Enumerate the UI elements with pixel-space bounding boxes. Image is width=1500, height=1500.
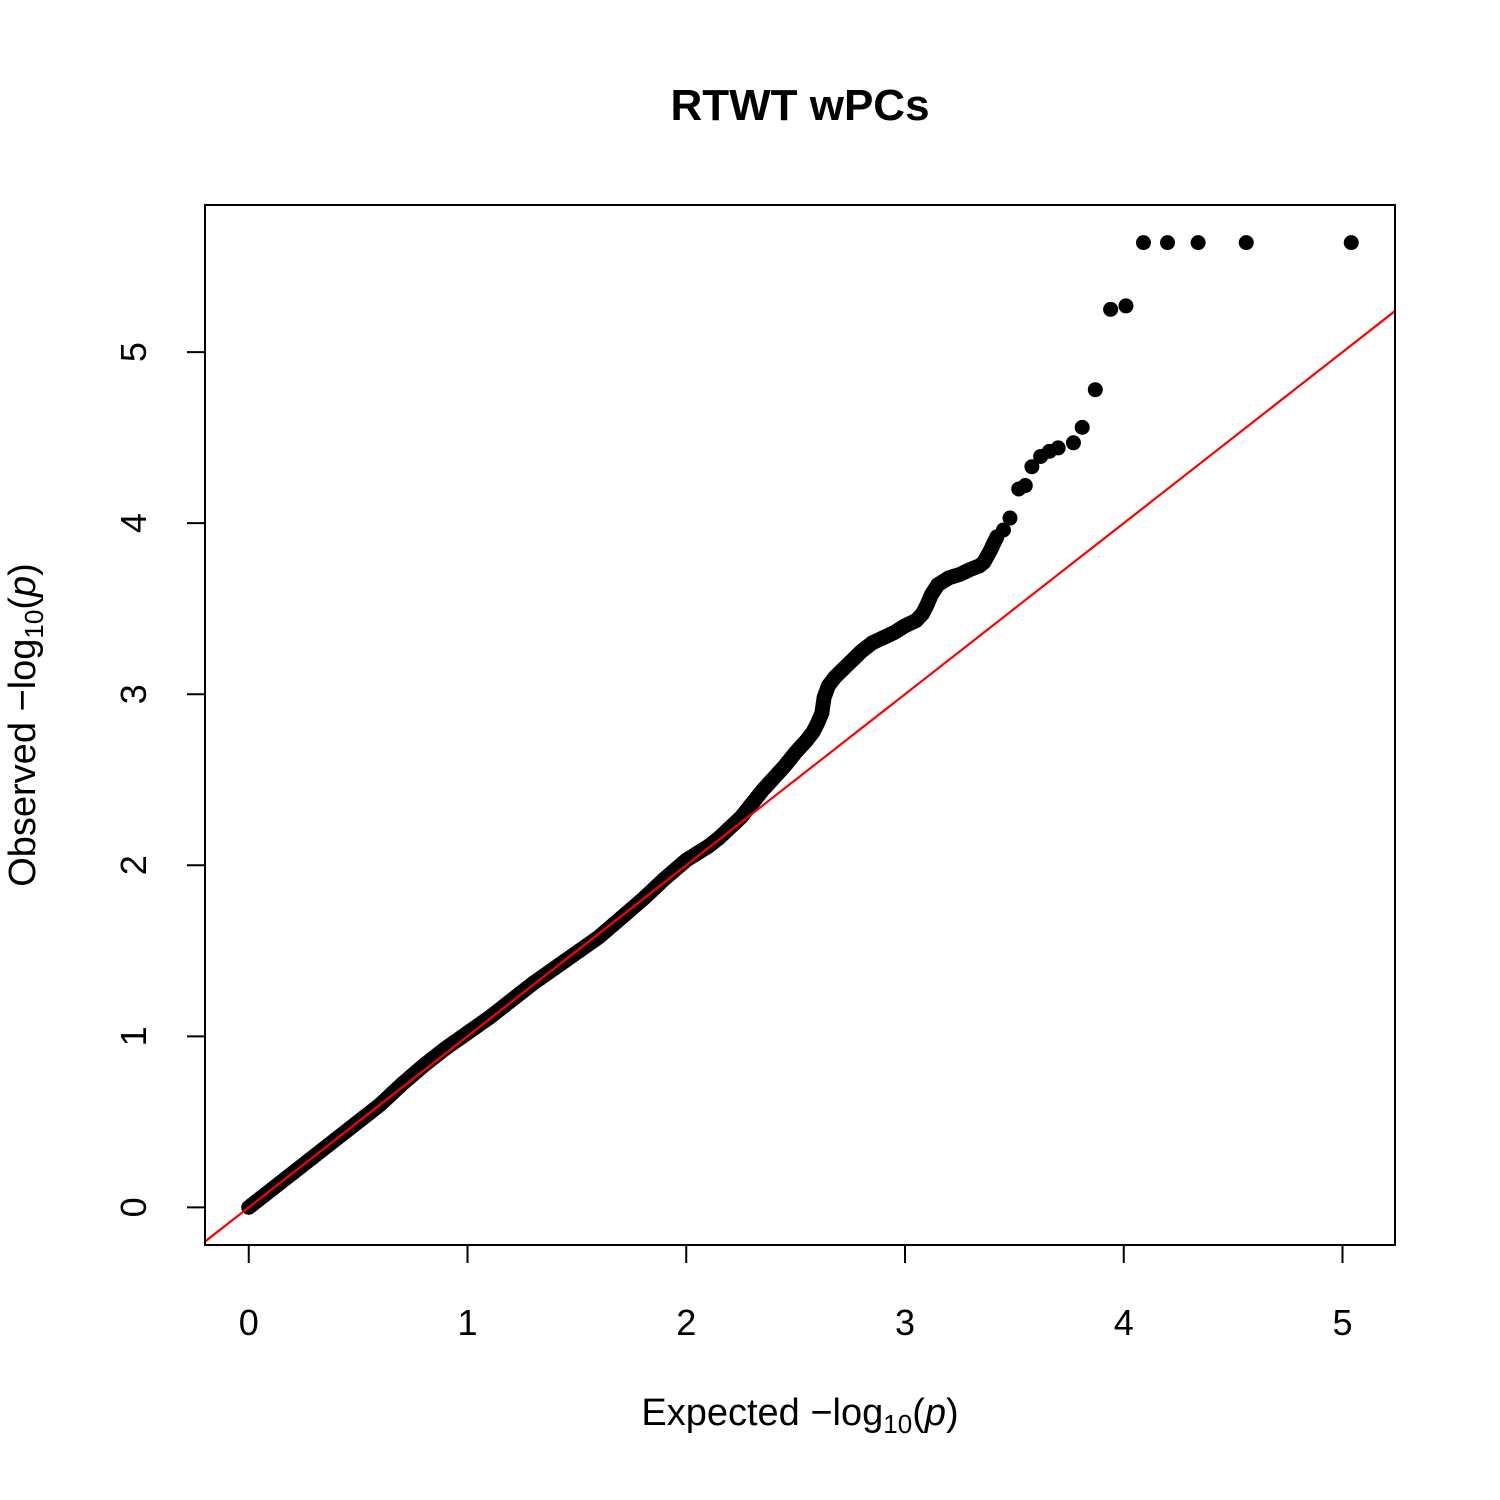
y-axis-label-prefix: Observed −log <box>2 639 44 887</box>
y-axis-label-var: p <box>2 576 44 598</box>
y-axis-label-subscript: 10 <box>19 610 49 639</box>
x-axis-label-close: ) <box>946 1392 959 1434</box>
x-tick-label: 1 <box>457 1302 477 1343</box>
data-point <box>1017 478 1033 494</box>
x-tick-label: 0 <box>239 1302 259 1343</box>
y-tick-label: 4 <box>113 513 154 533</box>
data-point <box>1135 235 1151 251</box>
data-point <box>1065 435 1081 451</box>
x-axis-label: Expected −log10(p) <box>641 1392 958 1439</box>
data-point <box>1343 235 1359 251</box>
data-point <box>1118 298 1134 314</box>
data-point <box>1050 440 1066 456</box>
y-axis-label: Observed −log10(p) <box>2 563 49 887</box>
x-axis-label-var: p <box>924 1392 946 1434</box>
data-point <box>995 522 1011 538</box>
y-tick-label: 0 <box>113 1197 154 1217</box>
data-point <box>1002 510 1018 526</box>
y-tick-label: 2 <box>113 855 154 875</box>
x-tick-label: 3 <box>895 1302 915 1343</box>
x-tick-label: 5 <box>1332 1302 1352 1343</box>
data-point <box>1024 459 1040 475</box>
data-point <box>1160 235 1175 251</box>
data-point <box>1074 419 1090 435</box>
y-axis-label-open: ( <box>2 597 44 610</box>
data-point <box>1087 382 1103 398</box>
x-axis: 0 1 2 3 4 5 <box>239 1244 1353 1343</box>
x-tick-label: 4 <box>1114 1302 1134 1343</box>
y-tick-label: 5 <box>113 342 154 362</box>
reference-line <box>205 310 1395 1243</box>
data-points <box>241 235 1359 1215</box>
x-axis-label-subscript: 10 <box>883 1409 912 1439</box>
plot-frame <box>204 204 1396 1246</box>
y-tick-label: 1 <box>113 1026 154 1046</box>
data-point <box>1103 301 1119 317</box>
x-axis-label-open: ( <box>912 1392 925 1434</box>
chart-title: RTWT wPCs <box>670 81 929 130</box>
reference-line-layer <box>205 310 1395 1243</box>
y-axis: 0 1 2 3 4 5 <box>113 342 206 1217</box>
data-point <box>1190 235 1206 251</box>
x-tick-label: 2 <box>676 1302 696 1343</box>
y-tick-label: 3 <box>113 684 154 704</box>
data-point <box>1238 235 1254 251</box>
x-axis-label-prefix: Expected −log <box>641 1392 883 1434</box>
y-axis-label-close: ) <box>2 563 44 576</box>
